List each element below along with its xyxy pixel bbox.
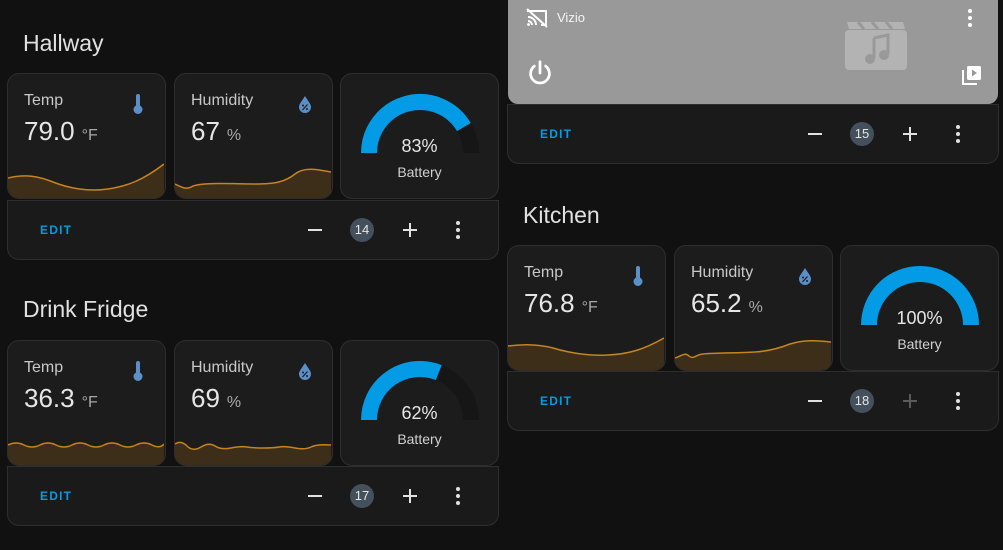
edit-button[interactable]: EDIT xyxy=(540,127,573,141)
sensor-value: 79.0 °F xyxy=(24,116,98,146)
kitchen-controls: EDIT 18 xyxy=(507,371,999,431)
count-badge: 17 xyxy=(350,484,374,508)
humidity-sparkline xyxy=(175,441,331,465)
movie-music-icon xyxy=(845,21,907,70)
minus-button[interactable] xyxy=(303,484,327,508)
water-percent-icon xyxy=(799,268,811,285)
sensor-value: 65.2% xyxy=(691,288,763,318)
sensor-label: Temp xyxy=(24,92,64,109)
minus-button[interactable] xyxy=(803,122,827,146)
power-icon[interactable] xyxy=(525,58,555,88)
edit-button[interactable]: EDIT xyxy=(540,394,573,408)
edit-button[interactable]: EDIT xyxy=(40,223,73,237)
media-controls: EDIT 15 xyxy=(507,104,999,164)
gauge-value: 83% xyxy=(401,136,438,156)
gauge-fill xyxy=(361,361,442,421)
humidity-sparkline xyxy=(175,168,331,198)
play-box-icon[interactable] xyxy=(960,63,984,87)
thermometer-icon xyxy=(133,361,143,381)
gauge-label: Battery xyxy=(897,336,942,352)
sensor-label: Humidity xyxy=(191,359,254,376)
gauge-label: Battery xyxy=(397,164,442,180)
gauge-label: Battery xyxy=(397,431,442,447)
section-title-drink-fridge: Drink Fridge xyxy=(23,296,149,322)
plus-button[interactable] xyxy=(898,122,922,146)
hallway-controls: EDIT 14 xyxy=(7,200,499,260)
hallway-humidity-card[interactable]: Humidity 67% xyxy=(174,73,333,199)
plus-button[interactable] xyxy=(398,484,422,508)
temp-sparkline xyxy=(8,163,164,198)
gauge-arc xyxy=(361,94,479,154)
count-badge: 18 xyxy=(850,389,874,413)
more-vert-icon[interactable] xyxy=(958,6,982,30)
sensor-label: Temp xyxy=(524,264,564,281)
temp-sparkline xyxy=(508,337,664,370)
drink-fridge-humidity-card[interactable]: Humidity 69% xyxy=(174,340,333,466)
kitchen-humidity-card[interactable]: Humidity 65.2% xyxy=(674,245,833,371)
cast-off-icon xyxy=(526,8,548,28)
kitchen-battery-gauge[interactable]: 100% Battery xyxy=(840,245,999,371)
plus-button[interactable] xyxy=(898,389,922,413)
drink-fridge-battery-gauge[interactable]: 62% Battery xyxy=(340,340,499,466)
water-percent-icon xyxy=(299,363,311,380)
more-vert-icon[interactable] xyxy=(446,484,470,508)
gauge-fill xyxy=(861,266,979,326)
gauge-value: 62% xyxy=(401,403,438,423)
water-percent-icon xyxy=(299,96,311,113)
section-title-kitchen: Kitchen xyxy=(523,202,600,228)
count-badge: 14 xyxy=(350,218,374,242)
temp-sparkline xyxy=(8,442,164,465)
thermometer-icon xyxy=(633,266,643,286)
sensor-label: Temp xyxy=(24,359,64,376)
kitchen-temp-card[interactable]: Temp 76.8 °F xyxy=(507,245,666,371)
media-player-card[interactable]: Vizio xyxy=(508,0,998,104)
humidity-sparkline xyxy=(675,339,831,370)
sensor-value: 36.3 °F xyxy=(24,383,98,413)
gauge-arc xyxy=(361,361,479,421)
sensor-value: 69% xyxy=(191,383,242,413)
drink-fridge-temp-card[interactable]: Temp 36.3 °F xyxy=(7,340,166,466)
sensor-value: 76.8 °F xyxy=(524,288,598,318)
more-vert-icon[interactable] xyxy=(946,122,970,146)
hallway-temp-card[interactable]: Temp 79.0 °F xyxy=(7,73,166,199)
minus-button[interactable] xyxy=(303,218,327,242)
section-title-hallway: Hallway xyxy=(23,30,104,56)
minus-button[interactable] xyxy=(803,389,827,413)
more-vert-icon[interactable] xyxy=(446,218,470,242)
hallway-battery-gauge[interactable]: 83% Battery xyxy=(340,73,499,199)
count-badge: 15 xyxy=(850,122,874,146)
edit-button[interactable]: EDIT xyxy=(40,489,73,503)
gauge-fill xyxy=(361,94,471,154)
drink-fridge-controls: EDIT 17 xyxy=(7,466,499,526)
gauge-arc xyxy=(861,266,979,326)
thermometer-icon xyxy=(133,94,143,114)
plus-button[interactable] xyxy=(398,218,422,242)
sensor-label: Humidity xyxy=(691,264,754,281)
more-vert-icon[interactable] xyxy=(946,389,970,413)
gauge-value: 100% xyxy=(896,308,943,328)
media-player-name: Vizio xyxy=(557,10,585,25)
sensor-label: Humidity xyxy=(191,92,254,109)
sensor-value: 67% xyxy=(191,116,242,146)
